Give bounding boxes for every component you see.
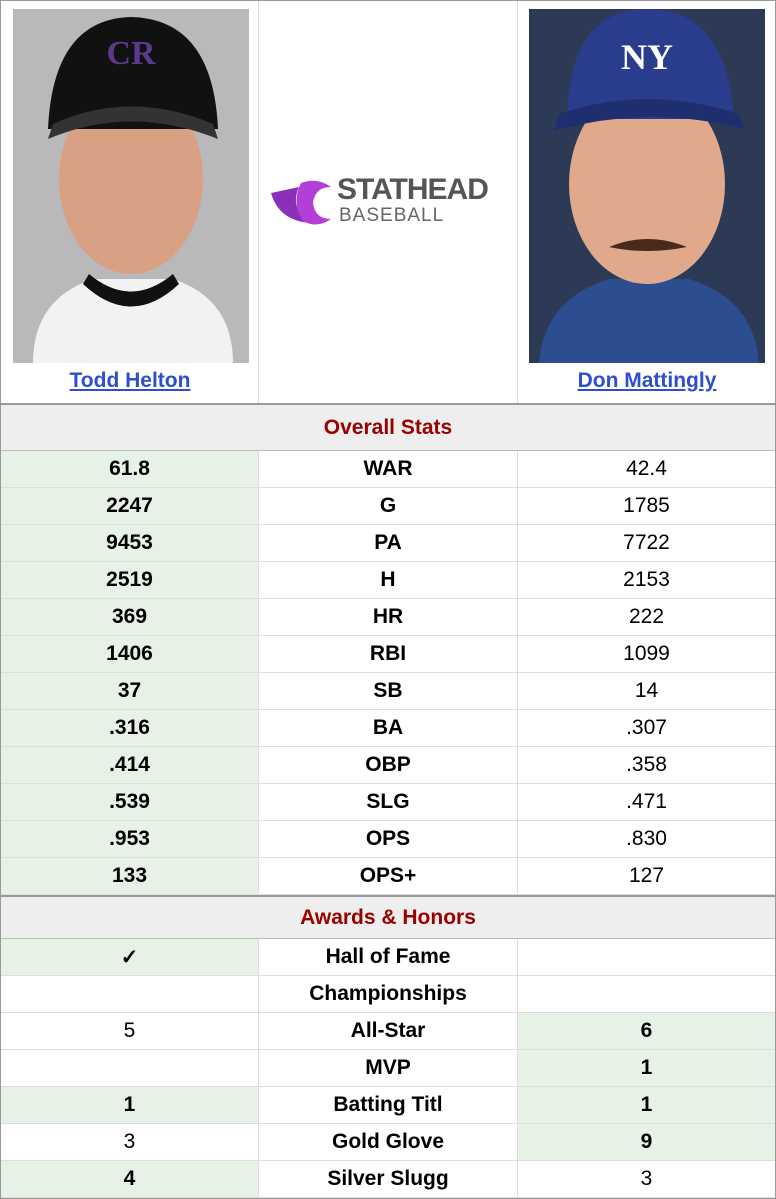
stat-label: OPS+: [259, 858, 518, 895]
stat-value: 2247: [1, 488, 259, 525]
player-name-link[interactable]: Don Mattingly: [577, 369, 717, 392]
stat-label: H: [259, 562, 518, 599]
stat-value: 37: [1, 673, 259, 710]
header-cell: [1, 1, 259, 403]
stat-value: 4: [1, 1161, 259, 1198]
section-header: Awards & Honors: [1, 895, 775, 939]
stat-label: Hall of Fame: [259, 939, 518, 976]
section-header: Overall Stats: [1, 403, 775, 451]
stat-value: ✓: [1, 939, 259, 976]
stat-value: 14: [518, 673, 775, 710]
stat-label: SLG: [259, 784, 518, 821]
stat-value: [1, 976, 259, 1013]
stat-value: 1: [518, 1087, 775, 1124]
svg-text:NY: NY: [621, 37, 673, 77]
player-photo: NY: [529, 9, 765, 363]
stat-value: 133: [1, 858, 259, 895]
player-name-link[interactable]: Todd Helton: [69, 369, 191, 392]
stat-label: OBP: [259, 747, 518, 784]
stat-label: Gold Glove: [259, 1124, 518, 1161]
logo-subtitle: BASEBALL: [339, 205, 445, 226]
stat-value: 1099: [518, 636, 775, 673]
stat-value: .539: [1, 784, 259, 821]
stat-value: 222: [518, 599, 775, 636]
stat-value: .316: [1, 710, 259, 747]
stat-value: 1785: [518, 488, 775, 525]
stat-value: 7722: [518, 525, 775, 562]
stat-value: [518, 976, 775, 1013]
header-cell: [259, 1, 518, 403]
stat-value: .307: [518, 710, 775, 747]
stat-label: BA: [259, 710, 518, 747]
stat-value: 61.8: [1, 451, 259, 488]
stat-value: .830: [518, 821, 775, 858]
svg-text:CR: CR: [106, 35, 156, 72]
stat-value: 9453: [1, 525, 259, 562]
stat-value: 3: [518, 1161, 775, 1198]
stat-label: Championships: [259, 976, 518, 1013]
stat-value: 127: [518, 858, 775, 895]
stat-label: G: [259, 488, 518, 525]
stat-value: 369: [1, 599, 259, 636]
stat-value: 42.4: [518, 451, 775, 488]
stat-label: PA: [259, 525, 518, 562]
stat-label: RBI: [259, 636, 518, 673]
stat-label: SB: [259, 673, 518, 710]
stat-label: WAR: [259, 451, 518, 488]
stat-label: OPS: [259, 821, 518, 858]
stat-value: 5: [1, 1013, 259, 1050]
stat-label: MVP: [259, 1050, 518, 1087]
stat-value: 3: [1, 1124, 259, 1161]
stat-value: 1406: [1, 636, 259, 673]
stat-value: 6: [518, 1013, 775, 1050]
stat-value: .471: [518, 784, 775, 821]
stat-label: All-Star: [259, 1013, 518, 1050]
stat-label: Batting Titl: [259, 1087, 518, 1124]
stat-value: 1: [1, 1087, 259, 1124]
stat-value: 1: [518, 1050, 775, 1087]
stat-label: HR: [259, 599, 518, 636]
stat-value: .358: [518, 747, 775, 784]
stat-value: .953: [1, 821, 259, 858]
stat-label: Silver Slugg: [259, 1161, 518, 1198]
logo: STATHEAD BASEBALL: [259, 171, 518, 231]
stat-value: .414: [1, 747, 259, 784]
logo-title: STATHEAD: [337, 173, 489, 206]
player-photo: CR: [13, 9, 249, 363]
stat-value: 2519: [1, 562, 259, 599]
logo-icon: [271, 180, 331, 225]
stat-value: 2153: [518, 562, 775, 599]
stat-value: [518, 939, 775, 976]
stat-value: 9: [518, 1124, 775, 1161]
stat-value: [1, 1050, 259, 1087]
